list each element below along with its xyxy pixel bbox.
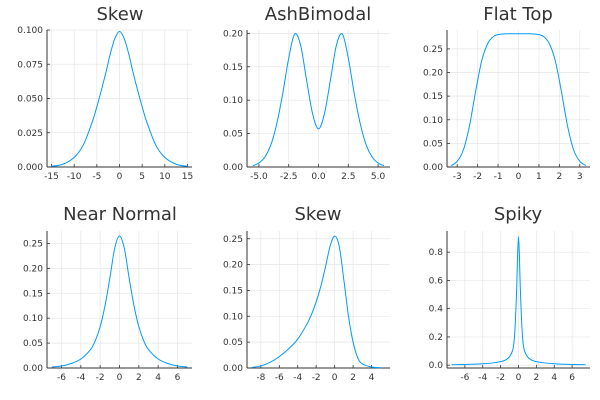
y-tick-label: 0.05	[23, 339, 43, 349]
y-tick-label: 0.100	[17, 26, 43, 36]
x-tick-label: -3	[453, 172, 462, 182]
x-tick-label: 3	[577, 172, 583, 182]
y-tick-label: 0.25	[223, 235, 243, 245]
x-tick-label: -4	[76, 373, 85, 383]
y-tick-label: 0.20	[223, 261, 243, 271]
subplot: Spiky -6 -4 -2 0 2 4 6 0.0 0.2 0.4 0.6 0.8	[429, 204, 590, 383]
y-tick-label: 0.075	[17, 60, 43, 70]
y-tick-label: 0.2	[429, 333, 443, 343]
y-tick-label: 0.10	[23, 314, 43, 324]
y-tick-label: 0.00	[23, 364, 43, 374]
x-tick-label: -5	[92, 172, 101, 182]
y-tick-label: 0.10	[223, 312, 243, 322]
subplot: AshBimodal -5.0 -2.5 0.0 2.5 5.0 0.00 0.05 0.10 0…	[223, 4, 390, 182]
subplot: Skew -15 -10 -5 0 5 10 15 0.000 0.025 0.050 0.075 0.…	[17, 4, 193, 182]
x-tick-label: 10	[159, 172, 171, 182]
x-tick-label: -6	[460, 373, 469, 383]
subplot-title: Near Normal	[63, 204, 177, 225]
subplot: Near Normal -6 -4 -2 0 2 4 6 0.00 0.05 0.10 0.15 0.2…	[23, 204, 192, 383]
x-tick-label: -1	[494, 172, 503, 182]
subplot-title: AshBimodal	[265, 4, 371, 25]
subplot-title: Skew	[294, 204, 341, 225]
y-tick-label: 0.6	[429, 276, 444, 286]
x-tick-label: 2	[534, 373, 540, 383]
y-tick-label: 0.00	[223, 163, 243, 173]
x-tick-label: -2	[496, 373, 505, 383]
x-tick-label: -2	[96, 373, 105, 383]
y-tick-label: 0.05	[223, 338, 243, 348]
y-tick-label: 0.05	[223, 130, 243, 140]
density-curve	[450, 33, 587, 167]
density-curve	[51, 30, 188, 167]
y-tick-label: 0.15	[223, 63, 243, 73]
y-tick-label: 0.0	[429, 361, 444, 371]
density-curve	[251, 235, 381, 369]
x-tick-label: -2	[312, 373, 321, 383]
x-tick-label: 15	[182, 172, 193, 182]
y-tick-label: 0.15	[23, 289, 43, 299]
x-tick-label: 0	[516, 172, 522, 182]
x-tick-label: -8	[256, 373, 265, 383]
subplot: Skew -8 -6 -4 -2 0 2 4 0.00 0.05 0.10 0.15 0.20 0.25	[223, 204, 390, 383]
y-tick-label: 0.15	[423, 92, 443, 102]
subplot: Flat Top -3 -2 -1 0 1 2 3 0.00 0.05 0.10 0.15 0.20 0.…	[423, 4, 590, 182]
x-tick-label: -10	[67, 172, 82, 182]
y-tick-label: 0.4	[429, 305, 444, 315]
density-curve	[51, 235, 188, 368]
x-tick-label: -4	[478, 373, 487, 383]
x-tick-label: -4	[293, 373, 302, 383]
y-tick-label: 0.20	[23, 264, 43, 274]
y-tick-label: 0.20	[223, 29, 243, 39]
subplot-title: Skew	[96, 4, 143, 25]
y-tick-label: 0.25	[423, 45, 443, 55]
x-tick-label: 0	[516, 373, 522, 383]
x-tick-label: -15	[44, 172, 59, 182]
y-tick-label: 0.000	[17, 163, 43, 173]
x-tick-label: 0.0	[311, 172, 326, 182]
y-tick-label: 0.10	[223, 96, 243, 106]
x-tick-label: 1	[536, 172, 542, 182]
x-tick-label: 0	[332, 373, 338, 383]
x-tick-label: 2	[350, 373, 356, 383]
y-tick-label: 0.8	[429, 248, 444, 258]
x-tick-label: 4	[155, 373, 161, 383]
density-curve	[451, 236, 586, 366]
x-tick-label: 5.0	[371, 172, 386, 182]
x-tick-label: 0	[117, 172, 123, 182]
x-tick-label: 6	[569, 373, 575, 383]
x-tick-label: 6	[175, 373, 181, 383]
x-tick-label: -6	[275, 373, 284, 383]
x-tick-label: 2.5	[341, 172, 355, 182]
y-tick-label: 0.025	[17, 129, 43, 139]
x-tick-label: -2.5	[280, 172, 298, 182]
y-tick-label: 0.00	[223, 364, 243, 374]
y-tick-label: 0.15	[223, 286, 243, 296]
y-tick-label: 0.25	[23, 239, 43, 249]
x-tick-label: -6	[57, 373, 66, 383]
density-curve	[252, 33, 385, 167]
x-tick-label: 4	[369, 373, 375, 383]
x-tick-label: -5.0	[250, 172, 268, 182]
y-tick-label: 0.00	[423, 163, 443, 173]
x-tick-label: -2	[473, 172, 482, 182]
x-tick-label: 5	[139, 172, 145, 182]
y-tick-label: 0.050	[17, 95, 43, 105]
x-tick-label: 0	[117, 373, 123, 383]
x-tick-label: 2	[556, 172, 562, 182]
x-tick-label: 2	[136, 373, 142, 383]
y-tick-label: 0.20	[423, 69, 443, 79]
subplot-title: Spiky	[494, 204, 543, 225]
y-tick-label: 0.05	[423, 139, 443, 149]
x-tick-label: 4	[551, 373, 557, 383]
subplot-title: Flat Top	[483, 4, 553, 25]
y-tick-label: 0.10	[423, 116, 443, 126]
